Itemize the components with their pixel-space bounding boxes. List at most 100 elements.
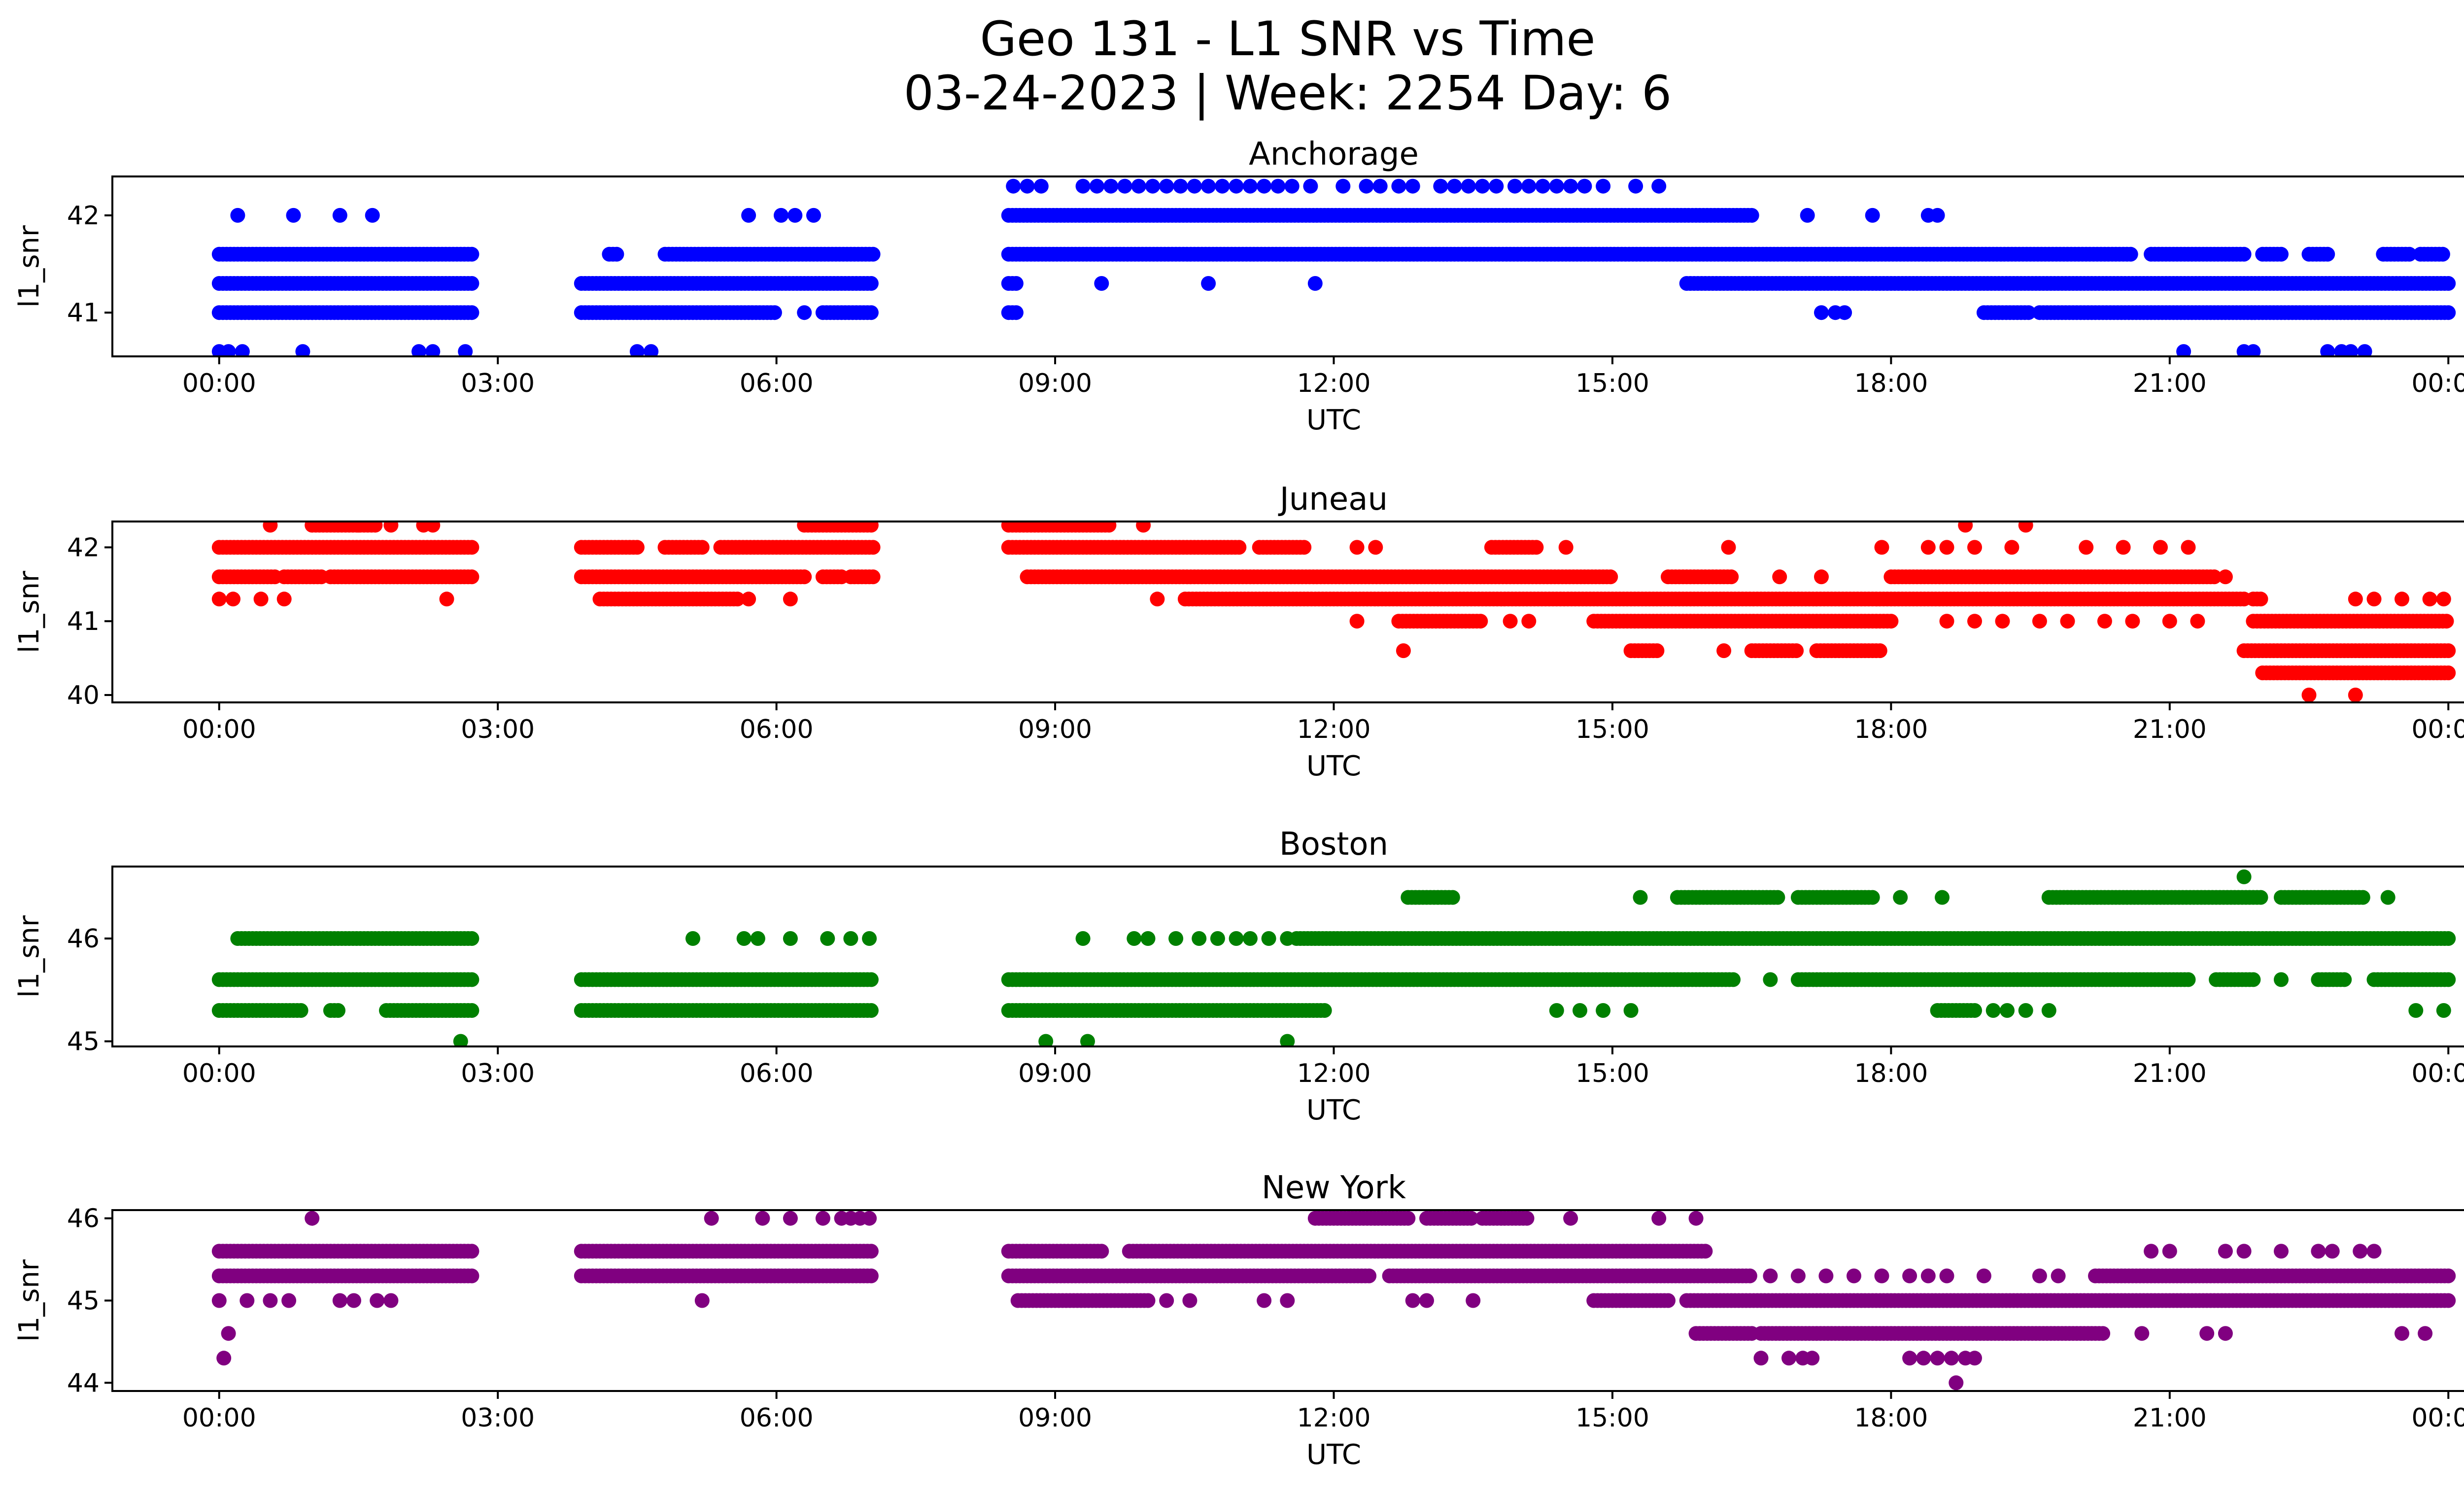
panel-boston: 00:00 03:00 06:00 09:00 12:00 15:00 18:00 21:00… — [13, 826, 2464, 1126]
data-point — [1967, 1003, 1982, 1018]
data-point — [2343, 344, 2359, 356]
data-point — [685, 931, 700, 946]
figure-title-line1: Geo 131 - L1 SNR vs Time — [980, 11, 1596, 67]
data-point — [863, 972, 879, 987]
data-point — [2355, 890, 2370, 905]
panel-juneau: 00:00 03:00 06:00 09:00 12:00 15:00 18:00 21:00… — [13, 481, 2464, 782]
data-point — [2018, 1003, 2033, 1018]
data-point — [453, 1034, 468, 1046]
y-axis-label: l1_snr — [13, 570, 45, 653]
data-point — [221, 344, 236, 356]
x-tick-label: 06:00 — [740, 715, 814, 744]
data-point — [1210, 931, 1225, 946]
data-point — [1529, 540, 1544, 555]
data-point — [1391, 178, 1406, 194]
data-point — [1101, 522, 1117, 533]
x-tick-label: 12:00 — [1297, 369, 1371, 398]
data-point — [351, 522, 366, 533]
data-point — [1187, 178, 1202, 194]
data-point — [2395, 591, 2409, 607]
data-point — [1280, 931, 1295, 946]
data-point — [2441, 305, 2456, 320]
data-point — [1145, 178, 1160, 194]
data-point — [464, 276, 479, 291]
data-point — [1920, 540, 1936, 555]
data-point — [863, 1003, 879, 1018]
data-point — [2441, 643, 2456, 659]
data-point — [1008, 305, 1024, 320]
data-point — [644, 344, 659, 356]
data-point — [1140, 1293, 1156, 1308]
data-point — [1201, 276, 1216, 291]
data-point — [1967, 540, 1982, 555]
x-tick-label: 00:00 — [2411, 369, 2464, 398]
data-point — [863, 1268, 879, 1284]
data-point — [1192, 931, 1207, 946]
data-point — [1232, 540, 1247, 555]
data-point — [2422, 591, 2437, 607]
data-point — [1215, 178, 1230, 194]
figure-title-line2: 03-24-2023 | Week: 2254 Day: 6 — [904, 66, 1672, 121]
data-point — [464, 972, 479, 987]
data-point — [276, 591, 292, 607]
y-axis-label: l1_snr — [13, 915, 45, 998]
x-tick-label: 09:00 — [1018, 369, 1092, 398]
data-point — [2000, 1003, 2015, 1018]
data-point — [1117, 178, 1132, 194]
data-point — [629, 540, 645, 555]
data-point — [1698, 1244, 1713, 1259]
data-point — [235, 344, 250, 356]
data-point — [2274, 972, 2289, 987]
data-point — [332, 208, 347, 223]
data-point — [211, 591, 227, 607]
data-point — [1985, 1003, 2001, 1018]
data-point — [464, 246, 479, 262]
data-point — [1549, 1003, 1564, 1018]
data-point — [2097, 614, 2112, 629]
data-point — [1883, 614, 1899, 629]
data-point — [1628, 178, 1643, 194]
data-point — [1140, 931, 1156, 946]
x-tick-label: 12:00 — [1297, 715, 1371, 744]
data-point — [1080, 1034, 1095, 1046]
data-point — [1633, 890, 1648, 905]
data-point — [2021, 305, 2036, 320]
data-point — [2207, 569, 2222, 585]
data-point — [1573, 1003, 1587, 1018]
data-point — [1075, 931, 1091, 946]
data-point — [2366, 591, 2382, 607]
data-point — [425, 522, 441, 533]
data-point — [1995, 614, 2010, 629]
data-point — [2435, 246, 2450, 262]
data-point — [1939, 614, 1954, 629]
x-tick-label: 00:00 — [2411, 1059, 2464, 1088]
data-point — [609, 246, 624, 262]
data-point — [2176, 344, 2191, 356]
data-point — [1742, 1268, 1757, 1284]
data-point — [1173, 178, 1188, 194]
axes-frame — [111, 175, 2464, 357]
data-point — [863, 1244, 879, 1259]
x-tick-label: 09:00 — [1018, 1059, 1092, 1088]
data-point — [1521, 614, 1537, 629]
data-point — [1094, 1244, 1109, 1259]
data-point — [767, 305, 782, 320]
data-point — [383, 522, 399, 533]
y-tick-label: 42 — [67, 201, 100, 231]
data-point — [263, 522, 278, 533]
panel-new-york: 00:00 03:00 06:00 09:00 12:00 15:00 18:00 21:00… — [13, 1170, 2464, 1471]
data-point — [1033, 178, 1049, 194]
data-point — [806, 208, 821, 223]
data-point — [464, 1003, 479, 1018]
data-point — [1770, 890, 1785, 905]
data-point — [1094, 276, 1109, 291]
data-point — [2357, 344, 2372, 356]
data-point — [774, 208, 788, 223]
data-point — [1038, 1034, 1054, 1046]
y-tick-label: 45 — [67, 1027, 100, 1057]
data-point — [2380, 890, 2396, 905]
x-tick-label: 03:00 — [461, 1059, 535, 1088]
panel-title: Anchorage — [1249, 136, 1419, 173]
x-tick-label: 18:00 — [1854, 715, 1928, 744]
data-point — [2218, 569, 2233, 585]
